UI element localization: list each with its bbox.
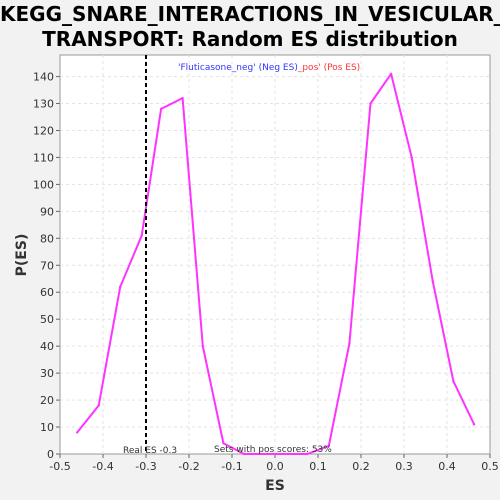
y-tick-label: 10 — [40, 421, 54, 434]
legend: 'Fluticasone_neg' (Neg ES)_pos' (Pos ES) — [178, 63, 360, 73]
data-point — [410, 156, 413, 159]
x-tick-label: -0.5 — [49, 460, 70, 473]
chart-title-line-1: KEGG_SNARE_INTERACTIONS_IN_VESICULAR_ — [0, 2, 500, 26]
legend-pos-label: _pos' (Pos ES) — [297, 63, 360, 73]
es-distribution-series-line — [76, 72, 476, 455]
grid — [60, 55, 490, 454]
x-tick-label: 0.2 — [352, 460, 370, 473]
data-point — [97, 404, 100, 407]
data-point — [119, 285, 122, 289]
data-point — [327, 444, 330, 448]
x-tick-label: 0.5 — [481, 460, 499, 473]
data-point — [76, 431, 79, 434]
x-tick-label: -0.4 — [92, 460, 113, 473]
data-point — [348, 342, 351, 345]
series-layer — [76, 72, 476, 456]
data-point — [389, 72, 393, 76]
y-tick-label: 120 — [33, 124, 54, 137]
y-tick-label: 50 — [40, 313, 54, 326]
x-tick-label: -0.2 — [178, 460, 199, 473]
y-tick-label: 40 — [40, 340, 54, 353]
data-point — [159, 107, 163, 111]
x-tick-label: 0.0 — [266, 460, 284, 473]
x-tick-label: 0.1 — [309, 460, 327, 473]
y-tick-label: 90 — [40, 205, 54, 218]
chart-title-line-2: TRANSPORT: Random ES distribution — [42, 27, 458, 51]
y-tick-label: 30 — [40, 367, 54, 380]
y-tick-label: 110 — [33, 151, 54, 164]
legend-neg-label: 'Fluticasone_neg' (Neg ES) — [178, 63, 298, 73]
data-point — [472, 423, 476, 426]
data-point — [369, 102, 372, 105]
data-point — [242, 452, 246, 456]
x-tick-label: 0.3 — [395, 460, 413, 473]
data-point — [201, 344, 204, 348]
x-tick-label: -0.1 — [221, 460, 242, 473]
x-tick-label: 0.4 — [438, 460, 456, 473]
y-tick-label: 0 — [47, 448, 54, 461]
data-point — [222, 442, 225, 445]
x-axis-title: ES — [265, 478, 285, 494]
x-tick-label: -0.3 — [135, 460, 156, 473]
real-es-annotation: Real ES -0.3 — [123, 446, 177, 456]
data-point — [431, 280, 435, 283]
data-point — [452, 380, 455, 383]
y-tick-label: 20 — [40, 394, 54, 407]
y-tick-label: 80 — [40, 232, 54, 245]
y-tick-label: 140 — [33, 71, 54, 84]
data-point — [140, 234, 143, 237]
y-tick-label: 60 — [40, 286, 54, 299]
y-tick-label: 130 — [33, 98, 54, 111]
y-tick-label: 70 — [40, 259, 54, 272]
y-axis-title: P(ES) — [14, 234, 30, 277]
data-point — [306, 452, 309, 456]
sets-pos-annotation: Sets with pos scores: 53% — [214, 445, 332, 455]
y-tick-label: 100 — [33, 178, 54, 191]
chart-title: KEGG_SNARE_INTERACTIONS_IN_VESICULAR_ TR… — [0, 2, 500, 52]
axes: -0.5 -0.4 -0.3 -0.2 -0.1 0.0 0.1 0.2 0.3 0.4 0.5 0 1… — [33, 71, 499, 473]
data-point — [181, 96, 184, 100]
